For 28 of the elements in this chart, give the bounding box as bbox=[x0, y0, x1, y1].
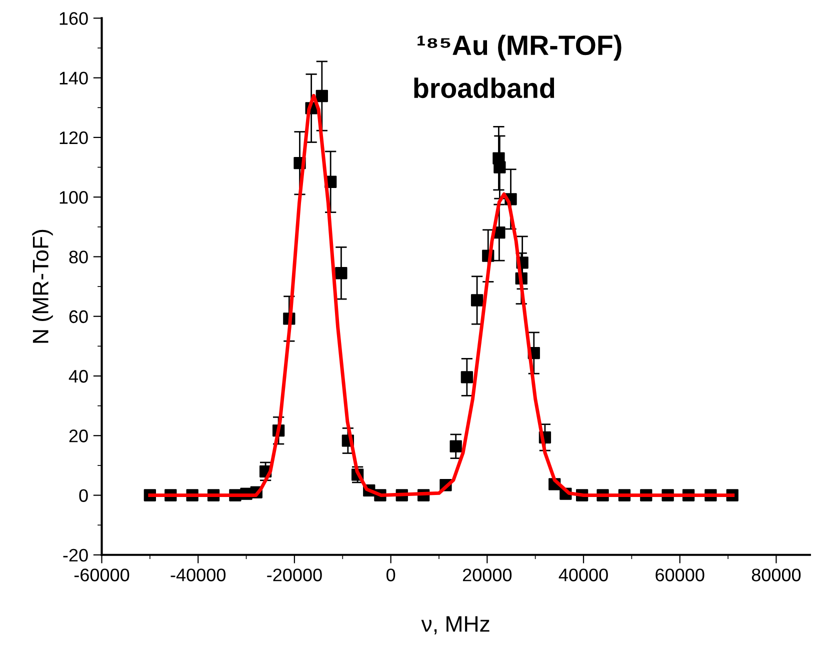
y-tick-label: 100 bbox=[60, 191, 88, 204]
point bbox=[494, 161, 506, 174]
x-tick-label: 80000 bbox=[752, 568, 801, 582]
y-tick-label: 60 bbox=[69, 310, 88, 324]
x-tick-label: 40000 bbox=[558, 568, 608, 582]
x-axis-title: ν, MHz bbox=[421, 616, 490, 634]
y-tick-label: 20 bbox=[69, 430, 88, 442]
y-tick-label: -20 bbox=[63, 548, 88, 562]
x-tick-label: 60000 bbox=[656, 568, 704, 582]
text: ¹⁸⁵Au (MR-TOF) bbox=[418, 34, 622, 61]
y-tick-label: 160 bbox=[60, 12, 88, 25]
x-tick-label: -40000 bbox=[170, 568, 226, 582]
text: broadband bbox=[414, 78, 554, 98]
x-tick-label: 0 bbox=[386, 568, 396, 582]
y-tick-label: 80 bbox=[69, 250, 88, 264]
point bbox=[335, 267, 348, 280]
point bbox=[450, 440, 462, 452]
y-tick-label: 0 bbox=[79, 489, 88, 502]
y-tick-label: 40 bbox=[68, 370, 88, 383]
point bbox=[460, 371, 473, 384]
x-tick-label: -20000 bbox=[267, 568, 322, 582]
y-tick-label: 140 bbox=[60, 72, 88, 85]
point bbox=[470, 294, 484, 306]
y-tick-label: 120 bbox=[60, 131, 88, 144]
y-axis-title: N (MR-ToF) bbox=[32, 230, 53, 343]
point bbox=[316, 90, 328, 102]
x-tick-label: -60000 bbox=[74, 568, 130, 582]
x-tick-label: 20000 bbox=[462, 568, 512, 582]
